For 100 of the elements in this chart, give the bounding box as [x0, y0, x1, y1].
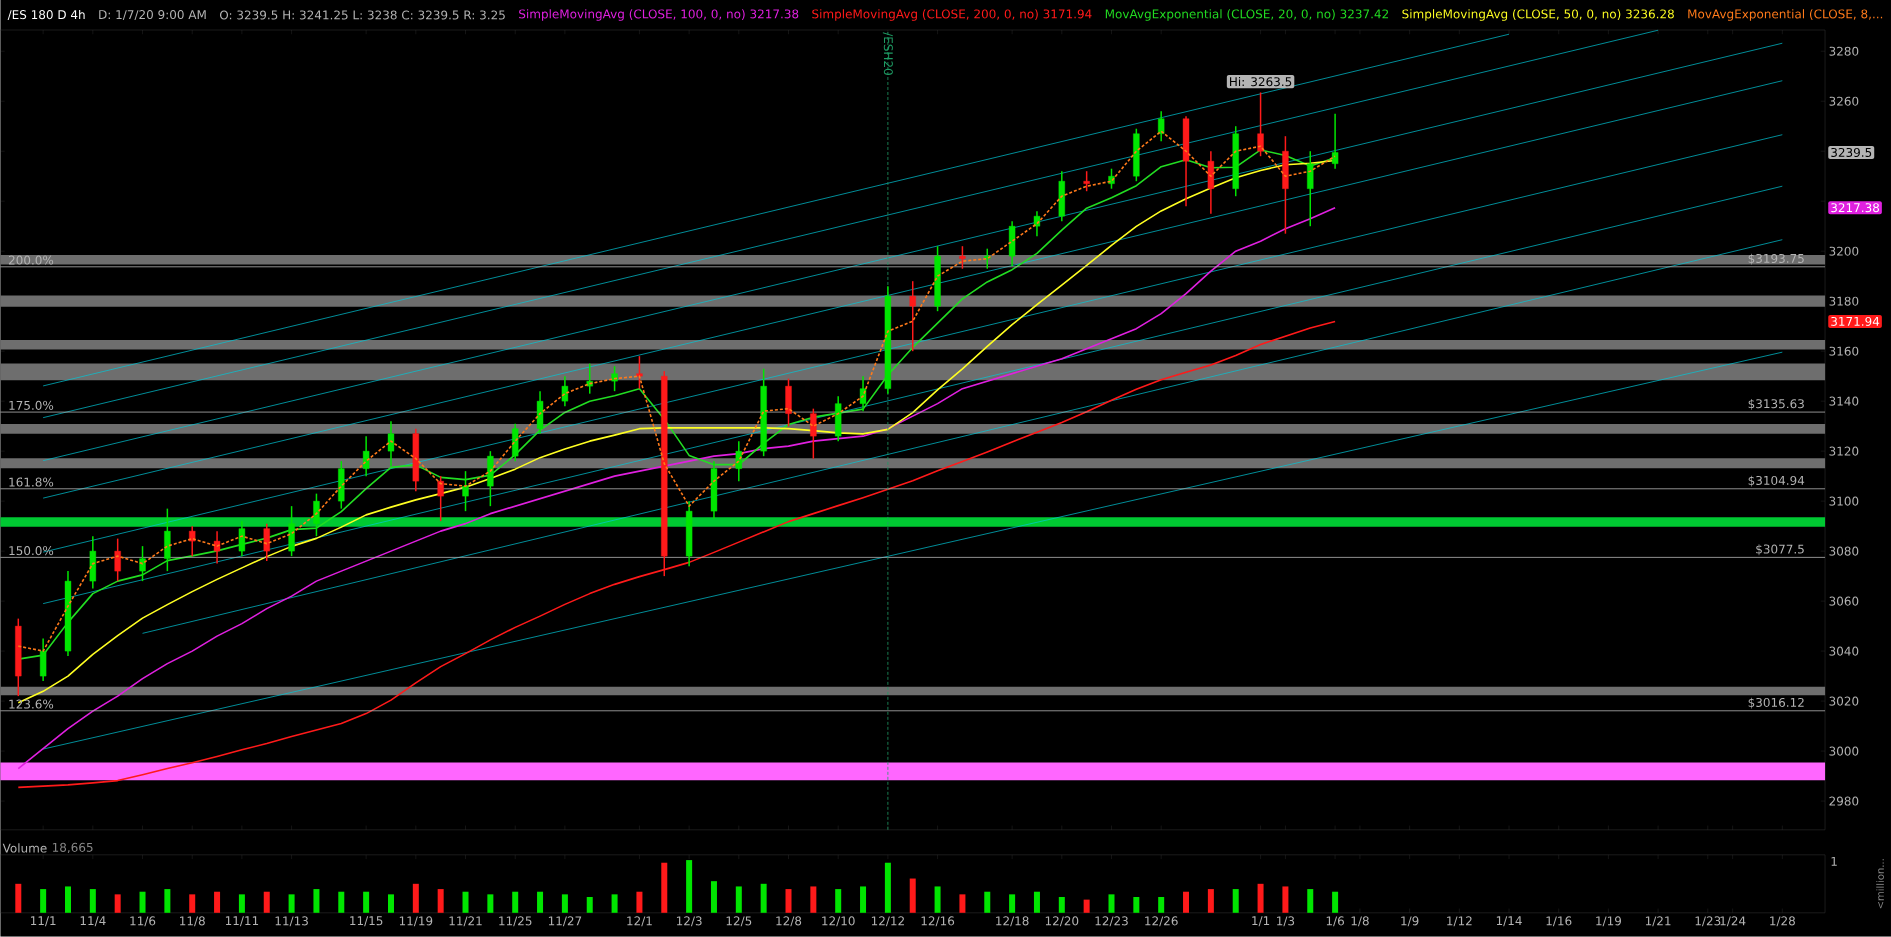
bar	[686, 860, 693, 913]
ref-line-label: $3016.12	[1748, 697, 1804, 709]
bar	[561, 894, 568, 913]
bar	[1058, 897, 1065, 913]
x-tick-label: 1/1	[1252, 916, 1270, 927]
x-tick-label: 12/1	[627, 916, 652, 927]
candlestick	[462, 470, 469, 512]
x-tick-label: 12/12	[871, 916, 904, 927]
bar	[860, 886, 867, 913]
candlestick	[189, 525, 196, 557]
bar	[15, 883, 22, 913]
y-tick-label: 3260	[1829, 96, 1859, 106]
text: SimpleMovingAvg (CLOSE, 50, 0, no) 3236.28	[1402, 9, 1674, 21]
bar	[412, 883, 419, 913]
candlestick	[909, 280, 916, 353]
candlestick	[437, 475, 444, 522]
annotation: 200.0%	[8, 255, 54, 265]
candlestick	[313, 492, 320, 537]
x-tick-label: 12/3	[676, 916, 702, 927]
x-tick-label: 12/23	[1095, 916, 1128, 927]
x-tick-label: 11/25	[499, 916, 532, 927]
x-tick-label: 11/11	[225, 916, 259, 927]
x-tick-label: 1/24	[1720, 916, 1746, 927]
bar	[1158, 897, 1165, 913]
x-tick-label: 11/27	[548, 916, 582, 927]
x-tick-label: 11/6	[130, 916, 156, 927]
y-tick-label: 3200	[1829, 246, 1859, 256]
x-tick-label: 1/9	[1401, 916, 1419, 927]
x-tick-label: 1/12	[1447, 916, 1472, 927]
bar	[1232, 889, 1239, 913]
bar	[363, 891, 370, 913]
y-tick-label: 3160	[1829, 346, 1859, 356]
y-tick-label: 3020	[1829, 696, 1859, 706]
bar	[810, 886, 817, 913]
ref-line-label: $3135.63	[1748, 399, 1804, 410]
bar	[164, 889, 171, 913]
candlestick	[1158, 110, 1165, 143]
y-tick-label: 2980	[1829, 796, 1859, 806]
bar	[288, 894, 295, 913]
candlestick	[1257, 91, 1264, 158]
bar	[313, 889, 320, 913]
x-tick-label: 1/8	[1351, 916, 1369, 927]
bar	[1009, 894, 1016, 913]
bar	[1133, 897, 1140, 913]
bar	[959, 894, 966, 913]
bar	[636, 891, 643, 913]
text: 3217.38	[1831, 203, 1880, 213]
bar	[263, 891, 270, 913]
chart-title: Volume	[2, 843, 47, 853]
candlestick	[238, 520, 246, 557]
x-tick-label: 11/15	[350, 916, 383, 927]
candlestick	[735, 440, 742, 482]
candlestick	[1033, 210, 1041, 238]
bar	[909, 878, 916, 913]
bar	[437, 889, 444, 913]
bar	[1332, 891, 1339, 913]
x-tick-label: 11/4	[80, 916, 106, 927]
annotation: 123.6%	[9, 699, 54, 709]
bar	[238, 894, 245, 913]
x-tick-label: 1/21	[1645, 916, 1671, 927]
text: 3239.5	[1831, 148, 1872, 158]
text: 3171.94	[1831, 316, 1880, 327]
bar	[760, 883, 767, 913]
x-tick-label: 1/16	[1546, 916, 1572, 927]
candlestick	[561, 375, 569, 407]
x-tick-label: 11/19	[399, 916, 433, 927]
annotation: 175.0%	[9, 400, 54, 410]
bar	[735, 886, 742, 913]
x-tick-label: 12/16	[921, 916, 955, 927]
ref-line-label: $3104.94	[1748, 475, 1805, 487]
y-tick-label: 3000	[1829, 746, 1859, 756]
bar	[710, 881, 717, 913]
x-tick-label: 11/1	[30, 916, 56, 927]
x-tick-label: 11/13	[275, 916, 308, 927]
x-tick-label: 12/20	[1045, 916, 1079, 927]
text: 18,665	[52, 842, 93, 854]
candlestick	[139, 545, 146, 582]
candlestick	[114, 537, 121, 582]
bar	[661, 862, 668, 913]
bar	[40, 889, 47, 913]
bar	[189, 894, 196, 913]
bar	[1083, 899, 1090, 913]
ref-line-label: $3193.75	[1748, 253, 1804, 265]
candlestick	[213, 530, 221, 565]
candlestick	[859, 375, 867, 412]
text: O: 3239.5 H: 3241.25 L: 3238 C: 3239.5 R: 3.25	[219, 10, 505, 20]
y-tick-label: 3080	[1829, 546, 1859, 556]
bar	[586, 897, 593, 913]
bar	[537, 891, 544, 913]
bar	[512, 891, 519, 913]
bar	[934, 886, 941, 913]
annotation: 150.0%	[9, 546, 54, 556]
y-tick-label: 3120	[1829, 446, 1859, 456]
text: SimpleMovingAvg (CLOSE, 100, 0, no) 3217.38	[519, 9, 799, 21]
candlestick	[263, 522, 270, 562]
y-tick-label: 3180	[1829, 296, 1859, 306]
bar	[1307, 889, 1314, 913]
bar	[139, 891, 146, 913]
text: SimpleMovingAvg (CLOSE, 200, 0, no) 3171.94	[812, 9, 1092, 21]
y-tick-label: 3060	[1829, 596, 1859, 606]
